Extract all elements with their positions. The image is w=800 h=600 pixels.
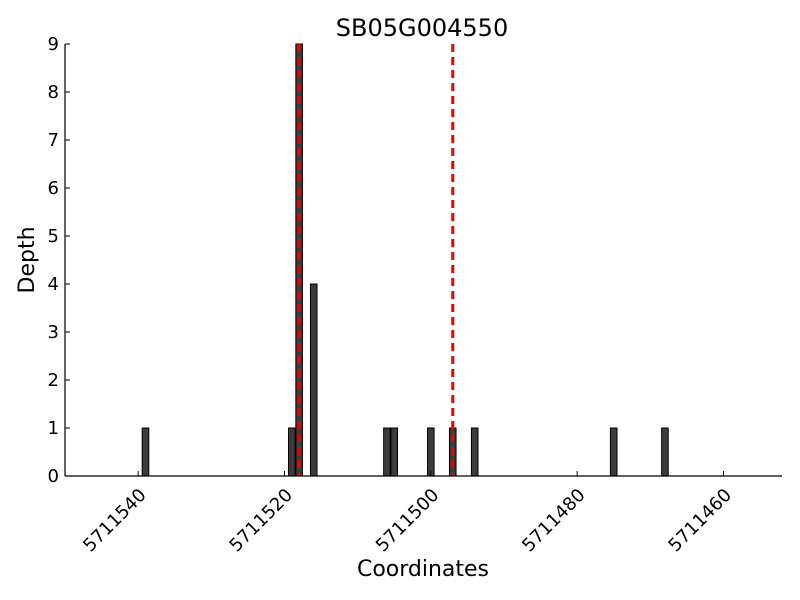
reference-lines-group: [297, 44, 455, 476]
x-tick-label: 5711480: [518, 485, 590, 557]
x-tick-label: 5711500: [372, 485, 444, 557]
bar: [427, 427, 435, 477]
chart-title: SB05G004550: [336, 14, 508, 42]
bar: [661, 427, 669, 477]
bar: [383, 427, 391, 477]
x-axis-ticks: 5711540 5711520 5711500 5711480 5711460: [79, 471, 736, 556]
x-tick-label: 5711460: [664, 485, 736, 557]
bar: [309, 283, 318, 477]
y-tick-label: 3: [48, 322, 59, 343]
y-axis-label: Depth: [15, 226, 40, 293]
bar: [141, 427, 150, 477]
bar: [470, 427, 479, 477]
y-tick-label: 9: [48, 34, 59, 55]
y-tick-label: 5: [48, 226, 59, 247]
y-tick-label: 0: [48, 466, 59, 487]
y-axis-ticks: 0 1 2 3 4 5 6 7 8 9: [48, 34, 70, 487]
x-axis-label: Coordinates: [357, 557, 489, 582]
bar: [288, 427, 296, 477]
y-tick-label: 1: [48, 418, 59, 439]
y-tick-label: 6: [48, 178, 59, 199]
bar: [390, 427, 399, 477]
axes-group: [64, 44, 782, 477]
y-tick-label: 2: [48, 370, 59, 391]
bar: [609, 427, 618, 477]
x-tick-label: 5711540: [79, 485, 151, 557]
x-tick-label: 5711520: [225, 485, 297, 557]
y-tick-label: 7: [48, 130, 59, 151]
y-tick-label: 8: [48, 82, 59, 103]
bars-group: [141, 43, 669, 477]
y-tick-label: 4: [48, 274, 59, 295]
